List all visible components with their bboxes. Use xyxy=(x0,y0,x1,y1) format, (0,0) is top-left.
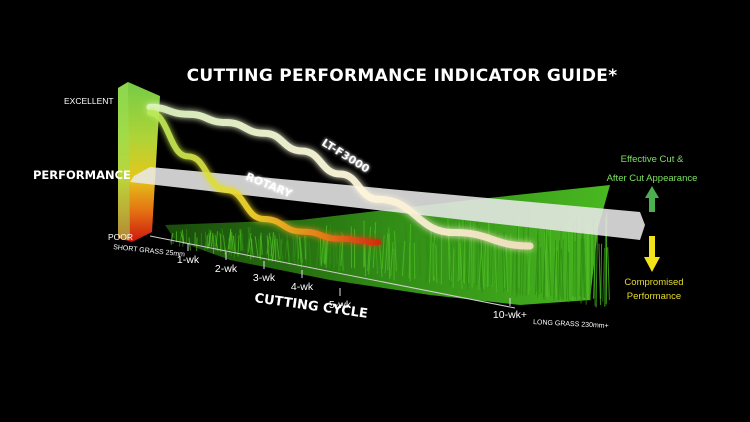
legend-down-line2: Performance xyxy=(627,291,681,302)
x-axis-title: CUTTING CYCLE xyxy=(253,291,368,322)
x-start-label: SHORT GRASS 25mm xyxy=(113,244,186,259)
y-bottom-label: POOR xyxy=(108,232,133,242)
x-tick-label: 2-wk xyxy=(215,263,238,275)
legend-down-line1: Compromised xyxy=(624,277,683,288)
y-top-label: EXCELLENT xyxy=(64,96,114,106)
legend-up-line2: After Cut Appearance xyxy=(607,173,698,184)
x-axis-line xyxy=(149,235,516,309)
chart-title: CUTTING PERFORMANCE INDICATOR GUIDE* xyxy=(187,66,618,86)
x-tick-label: 4-wk xyxy=(291,281,314,293)
x-tick-label: 5-wk xyxy=(329,299,352,311)
grass-blades xyxy=(170,212,610,308)
up-arrow-icon xyxy=(645,186,659,212)
x-axis: 1-wk 2-wk 3-wk 4-wk 5-wk 10-wk+ xyxy=(149,235,527,321)
x-tick-label: 1-wk xyxy=(177,254,200,266)
series-line-rotary xyxy=(147,109,381,246)
y-axis-title: PERFORMANCE xyxy=(33,168,131,182)
down-arrow-icon xyxy=(644,236,660,272)
x-end-label: LONG GRASS 230mm+ xyxy=(533,319,609,330)
x-tick-label: 3-wk xyxy=(253,272,276,284)
x-tick-label: 10-wk+ xyxy=(493,309,527,321)
legend: Effective Cut & After Cut Appearance Com… xyxy=(607,154,698,302)
y-axis-bar xyxy=(118,82,160,242)
legend-up-line1: Effective Cut & xyxy=(621,154,684,165)
performance-bar-face xyxy=(118,82,130,240)
series-line-lt-f3000 xyxy=(146,103,534,250)
